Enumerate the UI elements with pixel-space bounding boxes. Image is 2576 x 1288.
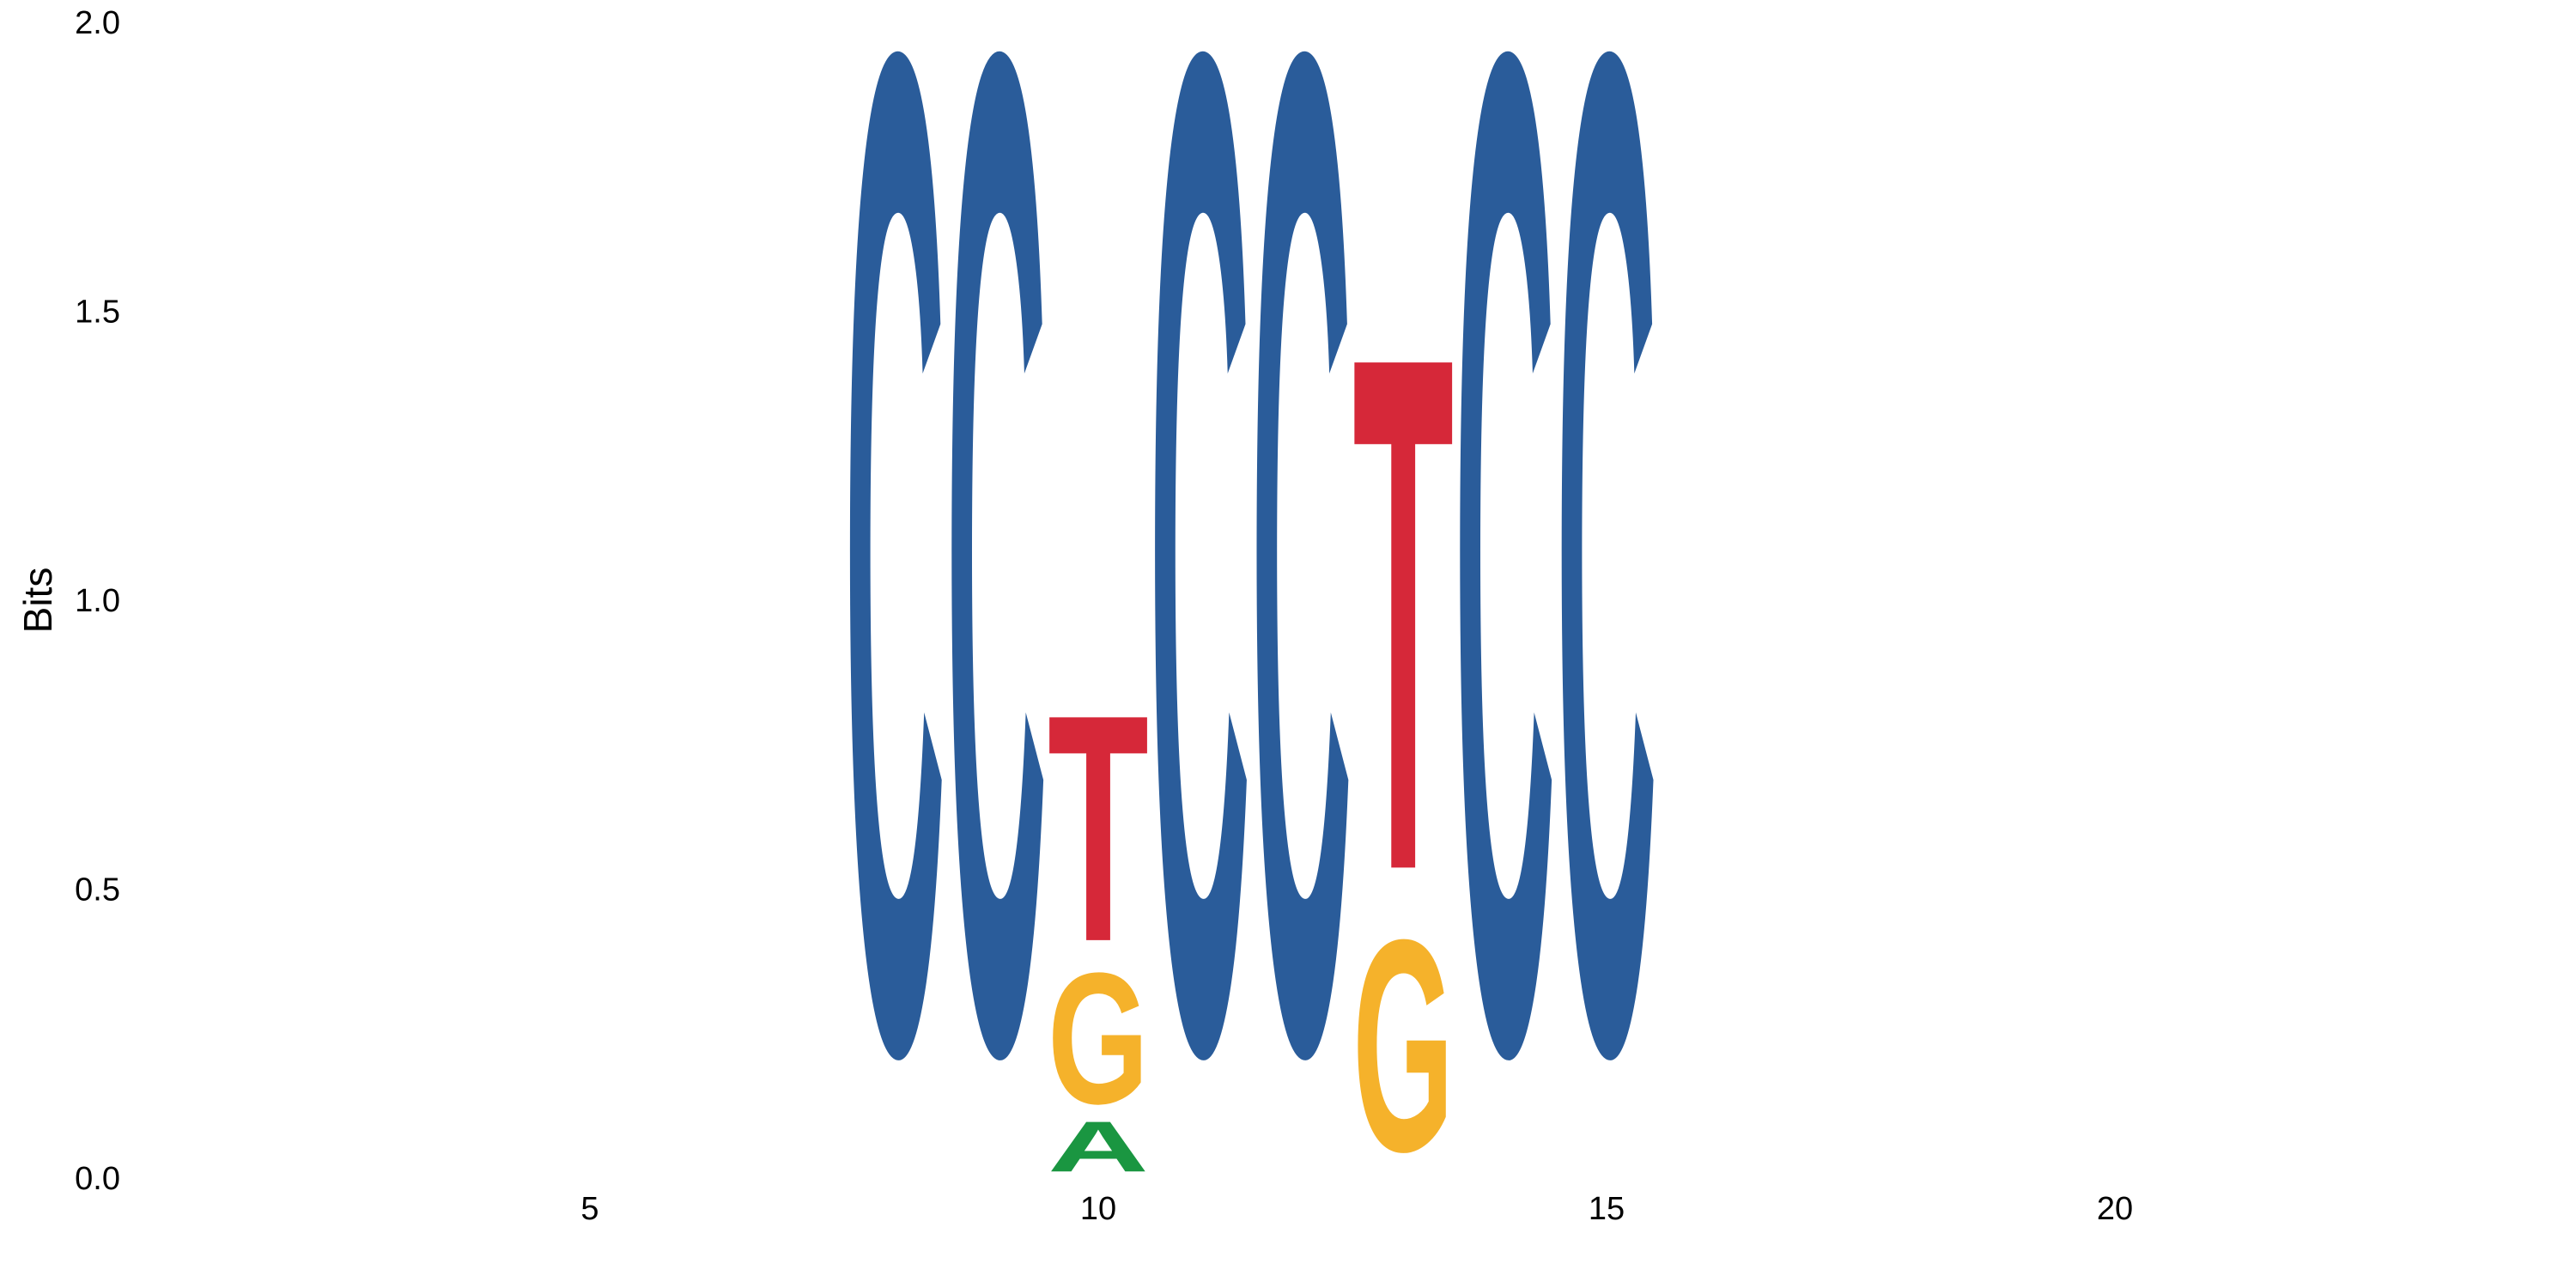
x-tick-label: 10 — [1080, 1191, 1116, 1227]
logo-letter-g: G — [1352, 878, 1454, 1215]
y-tick-label: 0.5 — [75, 872, 120, 908]
logo-letter-t: T — [1352, 204, 1454, 1024]
logo-letter-c: C — [1455, 0, 1556, 1288]
logo-letter-c: C — [1251, 0, 1352, 1288]
x-tick-label: 20 — [2097, 1191, 2133, 1227]
y-tick-label: 0.0 — [75, 1161, 120, 1197]
logo-glyphs: C C AGT C C GT C C — [844, 0, 1657, 1288]
x-tick-label: 15 — [1589, 1191, 1625, 1227]
y-tick-label: 1.0 — [75, 583, 120, 619]
y-axis-title: Bits — [15, 568, 60, 634]
y-tick-label: 2.0 — [75, 5, 120, 41]
logo-letter-a: A — [1048, 1106, 1149, 1187]
y-tick-label: 1.5 — [75, 295, 120, 331]
y-axis-ticks: 0.0 0.5 1.0 1.5 2.0 — [75, 5, 120, 1197]
logo-letter-c: C — [946, 0, 1048, 1288]
x-tick-label: 5 — [580, 1191, 598, 1227]
logo-letter-t: T — [1048, 647, 1149, 1010]
logo-letter-c: C — [1149, 0, 1250, 1288]
x-axis-ticks: 5 10 15 20 — [580, 1191, 2133, 1227]
logo-letter-g: G — [1048, 933, 1149, 1143]
logo-letter-c: C — [844, 0, 945, 1288]
logo-letter-c: C — [1556, 0, 1657, 1288]
